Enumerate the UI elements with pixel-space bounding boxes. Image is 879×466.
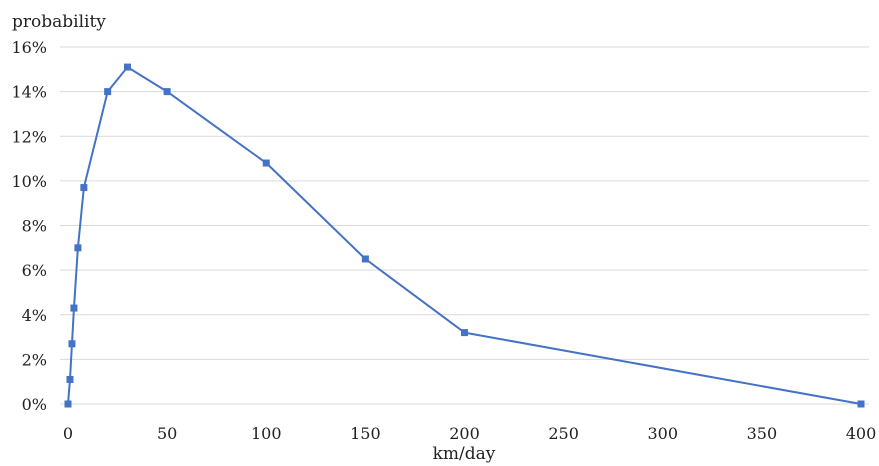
y-axis-title: probability [12,12,106,32]
data-point-marker [68,340,76,348]
x-tick-label: 50 [157,424,177,443]
x-tick-label: 400 [846,424,877,443]
gridlines [60,46,869,405]
data-point-marker [857,400,865,408]
x-tick-label: 300 [647,424,678,443]
y-tick-label: 12% [11,127,47,146]
y-axis-ticks: 0% 2% 4% 6% 8% 10% 12% 14% 16% [11,38,47,414]
data-point-marker [361,255,369,263]
data-point-marker [66,375,74,383]
data-point-marker [74,244,82,252]
x-tick-label: 100 [251,424,282,443]
data-point-marker [104,88,112,96]
data-point-marker [461,329,468,337]
x-axis-title: km/day [433,444,496,464]
data-point-marker [163,88,171,96]
x-tick-label: 0 [63,424,73,443]
data-point-marker [262,159,270,167]
x-tick-label: 250 [548,424,579,443]
y-tick-label: 0% [22,395,47,414]
x-tick-label: 350 [747,424,778,443]
y-tick-label: 10% [11,172,47,191]
series-line [67,66,862,405]
y-tick-label: 8% [22,217,47,236]
series-group [64,63,865,408]
data-point-marker [70,304,78,312]
data-point-marker [123,63,131,71]
x-axis-ticks: 0 50 100 150 200 250 300 350 400 [63,424,876,443]
y-tick-label: 4% [22,306,47,325]
y-tick-label: 2% [22,350,47,369]
x-tick-label: 150 [350,424,381,443]
data-point-marker [64,400,72,408]
data-point-marker [80,184,88,192]
y-tick-label: 16% [11,38,47,57]
y-tick-label: 6% [22,261,47,280]
y-tick-label: 14% [11,83,47,102]
x-tick-label: 200 [449,424,480,443]
